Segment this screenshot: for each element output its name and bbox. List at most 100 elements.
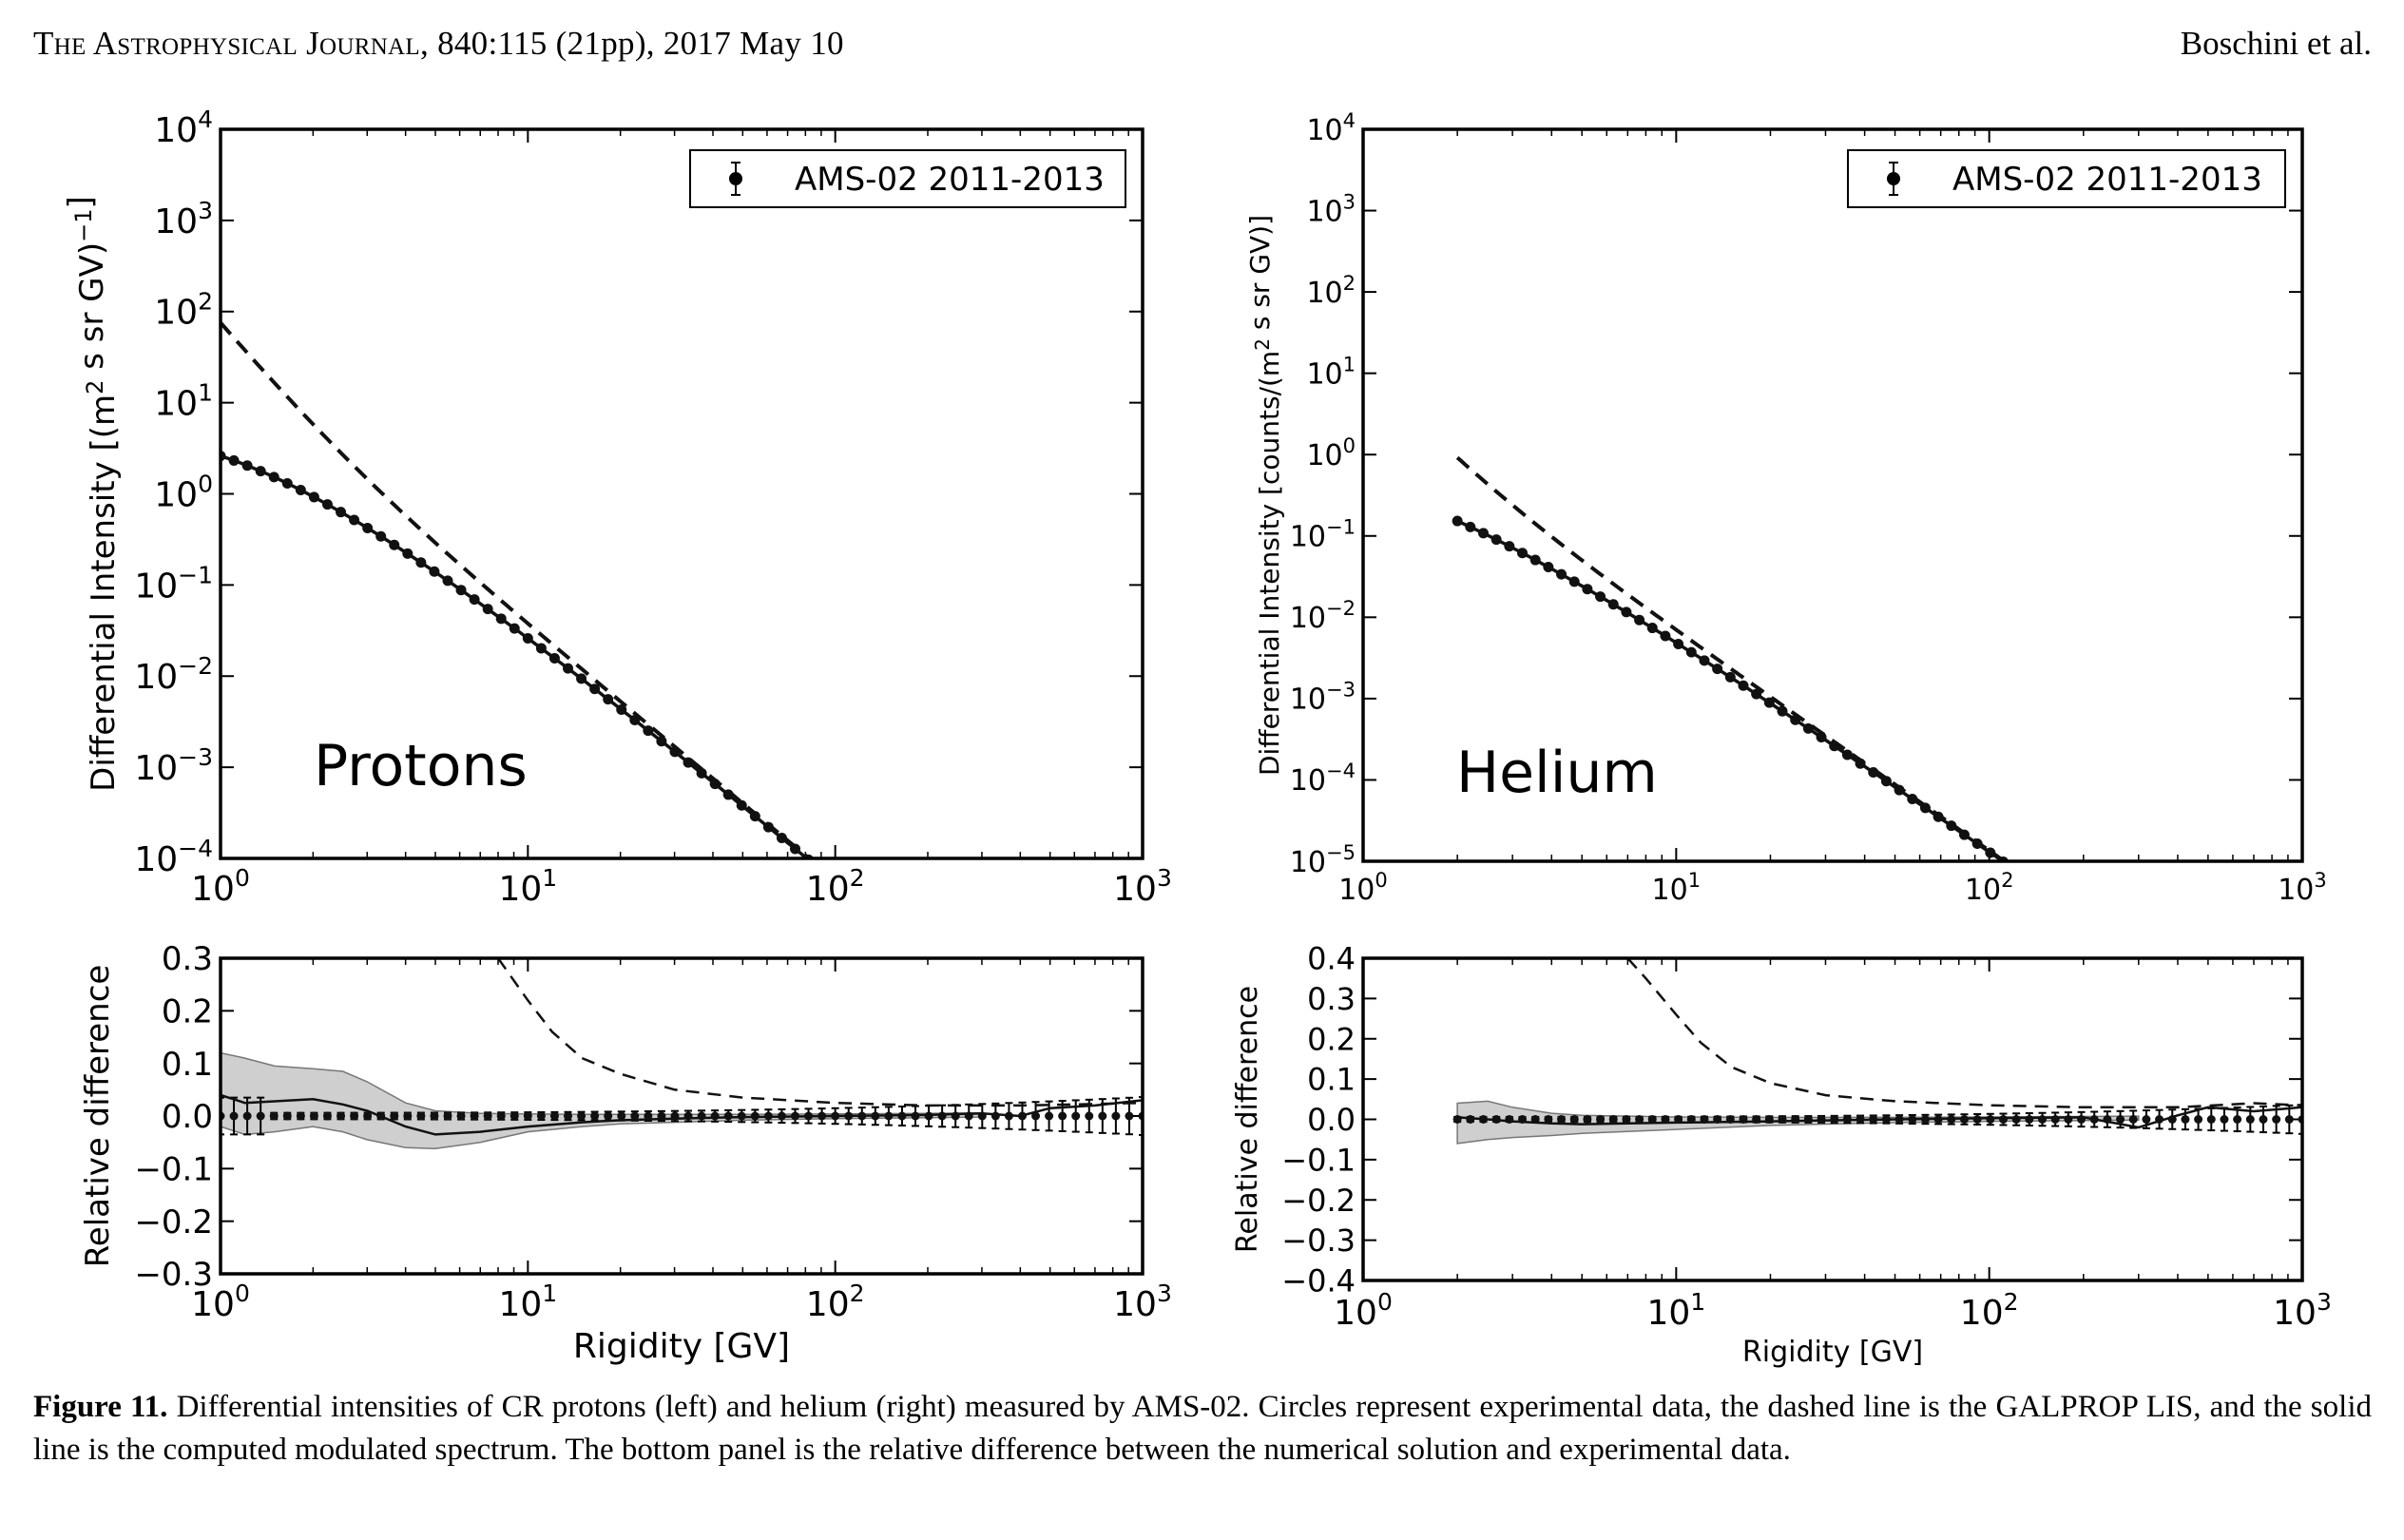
data-point (1477, 528, 1489, 539)
plot-frame (1361, 956, 2304, 1282)
journal-citation: , 840:115 (21pp), 2017 May 10 (419, 25, 844, 62)
data-point (896, 932, 907, 942)
y-tick-label: 104 (154, 106, 213, 150)
data-point (375, 530, 387, 542)
data-point (1595, 591, 1606, 603)
data-point (415, 557, 427, 568)
residual-point (229, 1111, 239, 1121)
data-point (1685, 646, 1697, 658)
data-point (1543, 562, 1554, 573)
data-point (1084, 1086, 1094, 1096)
residual-point (1661, 1115, 1670, 1124)
y-tick-label: 103 (1306, 190, 1356, 228)
data-point (749, 811, 760, 822)
data-point (1933, 811, 1944, 822)
running-header-authors: Boschini et al. (2180, 25, 2372, 62)
data-point (883, 920, 894, 931)
data-point (362, 523, 374, 534)
uncertainty-band (221, 1051, 983, 1150)
y-axis-label: Relative difference (79, 965, 117, 1268)
caption-text: Differential intensities of CR protons (… (33, 1390, 2372, 1467)
residual-point (630, 1111, 640, 1121)
y-tick-label: 10−3 (134, 743, 213, 788)
x-tick-label: 100 (1334, 1288, 1393, 1333)
panel-label: Helium (1456, 740, 1658, 806)
protons-residual-plot-area (221, 958, 1143, 1150)
residual-point (296, 1111, 305, 1121)
data-point (2089, 920, 2100, 931)
data-point (455, 585, 467, 596)
residual-point (2245, 1115, 2255, 1124)
data-point (1044, 1052, 1054, 1063)
data-point (336, 507, 347, 518)
data-point (1763, 697, 1775, 708)
data-point (2284, 1056, 2295, 1067)
legend: AMS-02 2011-2013 (1847, 149, 2286, 208)
data-point (603, 694, 614, 705)
data-point (951, 975, 961, 986)
data-point (1646, 623, 1658, 634)
residual-point (483, 1111, 492, 1121)
residual-point (510, 1111, 519, 1121)
y-tick-label: 0.0 (162, 1098, 213, 1136)
data-point (1738, 680, 1749, 691)
residual-point (1569, 1115, 1579, 1124)
data-point (977, 997, 988, 1008)
residual-point (1583, 1115, 1592, 1124)
data-point (1802, 722, 1814, 734)
data-point (2037, 883, 2048, 894)
y-tick-label: 0.4 (1307, 941, 1356, 977)
data-point (1634, 614, 1645, 626)
panel-label: Protons (314, 733, 528, 799)
data-point (2167, 974, 2178, 985)
residual-point (2128, 1115, 2138, 1124)
data-point (241, 460, 253, 472)
legend-box (1847, 149, 2286, 208)
residual-point (1071, 1111, 1081, 1121)
data-point (629, 715, 641, 726)
data-point (1057, 1064, 1067, 1074)
data-point (1017, 1030, 1028, 1041)
data-point (616, 704, 627, 716)
data-point (2219, 1011, 2229, 1021)
protons-residual-axes: 100 101 102 103 −0.3 −0.2 −0.1 0.0 0.1 0.2 0.3 Rigi… (79, 940, 1172, 1366)
data-point (1607, 599, 1619, 610)
residual-point (523, 1111, 532, 1121)
residual-point (1608, 1115, 1618, 1124)
y-tick-label: 0.1 (1307, 1062, 1356, 1098)
data-point (281, 477, 293, 489)
data-point (1880, 776, 1892, 787)
residual-point (1125, 1111, 1134, 1121)
x-tick-label: 103 (1113, 1280, 1172, 1324)
data-point (1004, 1020, 1014, 1030)
data-point (1712, 664, 1723, 675)
data-point (990, 1009, 1001, 1019)
plot-frame (219, 956, 1144, 1276)
residual-point (1098, 1111, 1107, 1121)
y-tick-label: 100 (154, 470, 213, 514)
y-tick-label: 10−2 (134, 652, 213, 697)
data-point (1699, 655, 1710, 666)
protons-spectrum-plot-area (221, 321, 1094, 1096)
residual-point (363, 1111, 373, 1121)
data-point (1070, 1075, 1081, 1086)
data-point (1504, 541, 1515, 552)
data-point (696, 767, 707, 779)
data-point (643, 725, 654, 737)
data-point (509, 623, 520, 634)
data-point (1868, 766, 1879, 778)
data-point (1673, 639, 1684, 650)
residual-point (282, 1111, 292, 1121)
residual-point (242, 1111, 252, 1121)
x-tick-label: 102 (806, 864, 865, 909)
legend-box (689, 149, 1126, 208)
x-tick-label: 100 (191, 1280, 250, 1324)
residual-solid-line (1457, 1106, 2302, 1129)
y-tick-label: 10−1 (1290, 516, 1356, 554)
helium-spectrum-plot-area (1452, 455, 2295, 1067)
residual-point (322, 1111, 332, 1121)
legend-entry: AMS-02 2011-2013 (1952, 161, 2262, 199)
residual-point (443, 1111, 452, 1121)
legend-marker (729, 172, 742, 185)
data-point (1751, 688, 1762, 700)
